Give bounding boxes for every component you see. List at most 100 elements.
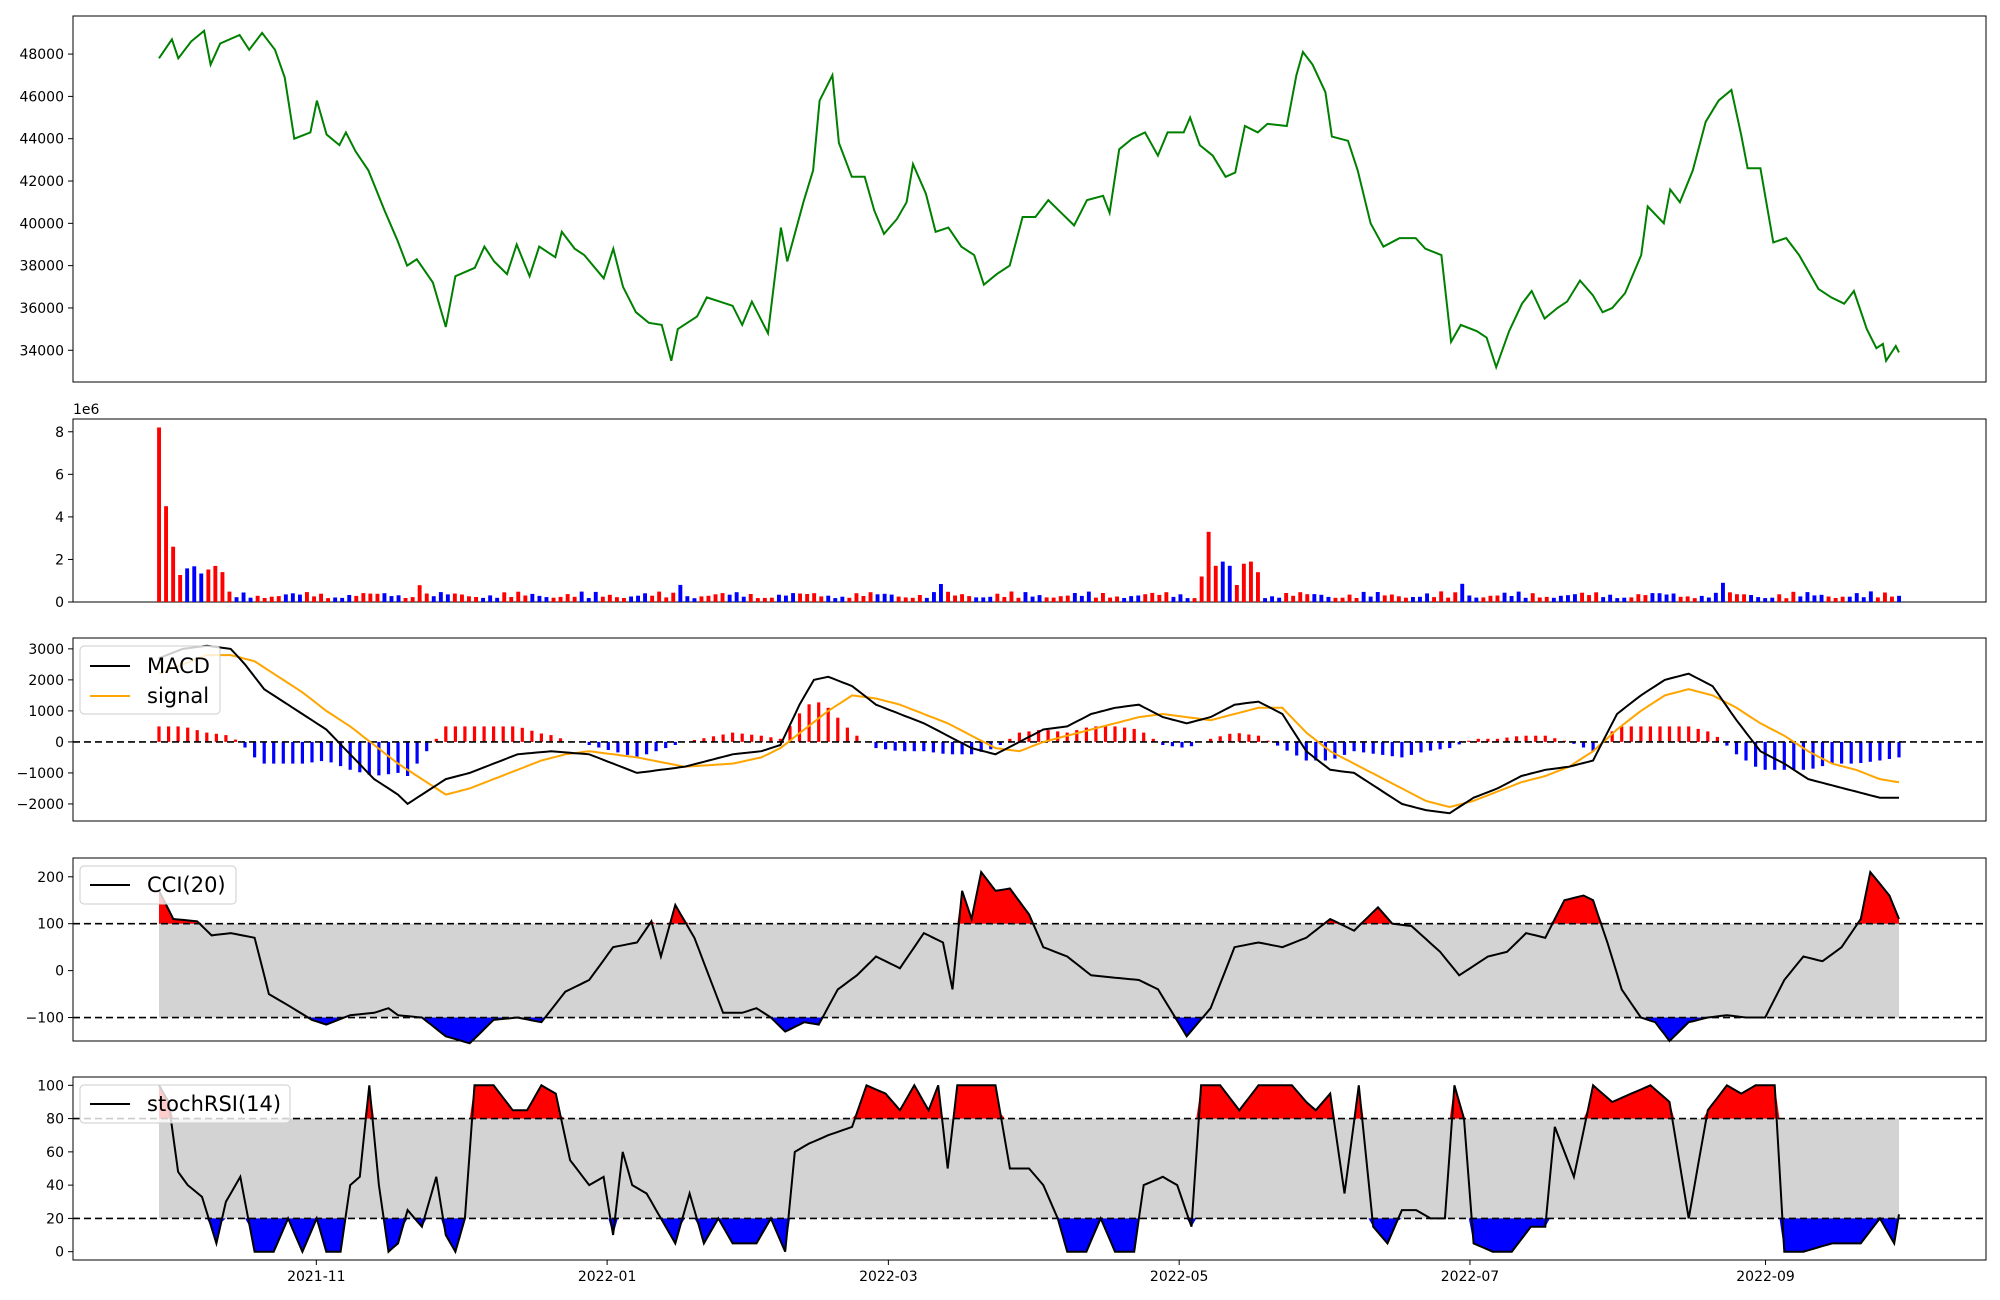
macd-hist-bar [1381, 741, 1385, 755]
macd-hist-bar [673, 741, 677, 745]
stoch-y-tick-label: 60 [46, 1145, 64, 1161]
price-y-tick-label: 42000 [19, 174, 64, 190]
macd-hist-bar [1639, 726, 1643, 742]
volume-bar [290, 593, 295, 602]
cci-panel: −100 0 100 200 CCI(20) [26, 857, 1987, 1045]
volume-bar [1227, 565, 1232, 602]
macd-hist-bar [167, 726, 171, 742]
volume-bar [664, 597, 669, 602]
macd-hist-bar [1773, 741, 1777, 770]
volume-bar [1389, 594, 1394, 602]
volume-bar [1122, 598, 1127, 602]
volume-bar [1037, 595, 1042, 602]
macd-hist-bar [1419, 741, 1423, 753]
macd-hist-bar [1687, 726, 1691, 742]
volume-bar [1396, 596, 1401, 602]
macd-hist-bar [1725, 741, 1729, 746]
volume-bar [622, 598, 626, 602]
volume-bar [488, 595, 493, 602]
volume-bar [1868, 591, 1873, 602]
macd-hist-bar [807, 704, 811, 742]
macd-hist-bar [1428, 741, 1433, 751]
volume-bar [833, 598, 838, 602]
price-y-tick-label: 40000 [19, 216, 64, 232]
macd-hist-bar [262, 741, 266, 764]
macd-hist-bar [1142, 732, 1146, 742]
macd-hist-bar [1352, 741, 1356, 752]
macd-hist-bar [329, 741, 333, 763]
macd-hist-bar [1333, 741, 1337, 759]
macd-hist-bar [520, 727, 524, 742]
signal-line [158, 654, 1900, 809]
volume-y-tick-label: 0 [55, 595, 64, 611]
signal-legend-label: signal [147, 684, 209, 708]
macd-hist-bar [1371, 741, 1375, 754]
volume-bar [1594, 592, 1599, 602]
volume-bar [692, 598, 697, 602]
macd-hist-bar [1610, 731, 1614, 742]
volume-bar [1234, 585, 1239, 602]
price-y-tick-label: 44000 [19, 132, 64, 148]
volume-bar [981, 597, 986, 602]
macd-hist-bar [243, 741, 247, 748]
volume-bar [368, 593, 373, 602]
price-y-tick-label: 34000 [19, 343, 64, 359]
price-y-tick-label: 46000 [19, 89, 64, 105]
volume-bar [1608, 594, 1613, 602]
volume-bar [988, 596, 993, 602]
volume-bar [1481, 597, 1486, 602]
stoch-y-tick-label: 20 [46, 1211, 64, 1227]
volume-y-tick-label: 6 [55, 467, 64, 483]
volume-bar [1495, 595, 1500, 602]
stoch-y-tick-label: 100 [37, 1078, 64, 1094]
price-line [158, 28, 1900, 371]
volume-bar [1706, 597, 1711, 602]
volume-bar [777, 594, 781, 602]
macd-hist-bar [1897, 741, 1901, 758]
macd-hist-bar [214, 733, 218, 742]
volume-bar [403, 598, 408, 602]
volume-bar [1256, 572, 1260, 602]
volume-bar [1474, 597, 1479, 602]
volume-offset-label: 1e6 [73, 402, 100, 418]
volume-bar [1326, 596, 1331, 602]
volume-bar [319, 593, 323, 602]
macd-hist-bar [1629, 726, 1633, 742]
volume-bar [431, 596, 436, 602]
volume-bar [1601, 597, 1606, 602]
macd-hist-bar [444, 726, 448, 742]
macd-hist-bar [1505, 737, 1509, 742]
macd-hist-bar [1342, 741, 1347, 755]
volume-bar [678, 584, 683, 602]
volume-bar [1206, 531, 1211, 602]
macd-hist-bar [625, 741, 630, 755]
volume-bar [283, 594, 288, 602]
volume-bar [600, 596, 605, 602]
volume-bar [1030, 596, 1035, 602]
macd-hist-bar [1849, 741, 1853, 764]
volume-bar [1890, 596, 1894, 602]
volume-bar [995, 593, 1000, 602]
volume-bar [227, 591, 232, 602]
macd-hist-bar [1017, 732, 1021, 742]
macd-hist-bar [339, 741, 343, 767]
cci-y-tick-label: 200 [37, 870, 64, 886]
cci-y-tick-label: −100 [26, 1011, 64, 1027]
macd-hist-bar [195, 730, 199, 742]
macd-hist-bar [1237, 733, 1241, 742]
volume-bar [713, 594, 718, 602]
volume-bar [1516, 591, 1521, 602]
volume-bar [1058, 596, 1063, 602]
volume-bar [798, 593, 802, 602]
volume-bar [720, 593, 725, 602]
volume-bar [1150, 592, 1155, 602]
macd-hist-bar [1792, 741, 1796, 770]
volume-axes-frame [72, 418, 1987, 603]
volume-bar [1615, 598, 1620, 602]
volume-bar [671, 592, 676, 602]
volume-bar [1587, 595, 1591, 602]
volume-bar [530, 593, 535, 602]
price-panel: 34000 36000 38000 40000 42000 44000 46000 48000 [19, 15, 1987, 383]
volume-bar [1735, 594, 1739, 602]
volume-bar [1523, 597, 1528, 602]
